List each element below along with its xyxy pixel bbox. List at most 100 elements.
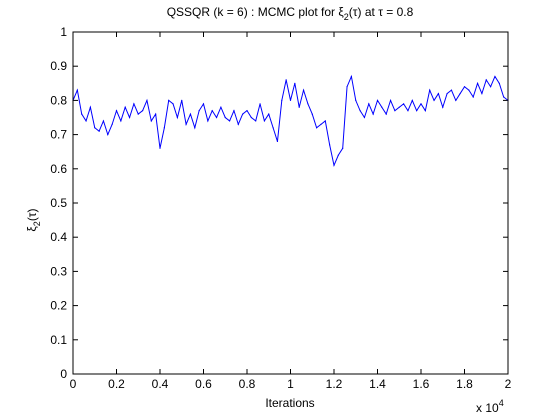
- data-point-90: [463, 86, 466, 88]
- data-point-70: [376, 99, 379, 101]
- data-point-21: [163, 127, 165, 129]
- data-point-28: [194, 127, 196, 129]
- y-tick-label-0: 0: [60, 367, 67, 381]
- x-axis-multiplier-exponent: 4: [499, 398, 504, 408]
- chart-title-xi: ξ: [338, 5, 344, 19]
- data-point-2: [81, 113, 83, 115]
- data-point-26: [185, 123, 187, 125]
- data-point-73: [389, 99, 392, 101]
- data-point-12: [124, 106, 126, 108]
- data-point-53: [302, 89, 305, 91]
- y-tick-label-9: 0.9: [50, 59, 67, 73]
- chart-title-tau-1: τ: [353, 5, 358, 19]
- data-point-65: [355, 99, 357, 101]
- data-point-68: [368, 103, 370, 105]
- data-point-13: [128, 116, 131, 119]
- data-point-74: [394, 110, 396, 112]
- data-point-5: [94, 127, 96, 129]
- axis-tick-labels: 0 0.2 0.4 0.6 0.8 1 1.2 1.4 1.6 1.8 2 0 0.1 0.2 0.3 0.4…: [50, 25, 511, 391]
- data-point-29: [198, 110, 200, 112]
- data-point-49: [285, 79, 287, 81]
- data-point-1: [76, 89, 78, 91]
- chart-title-subscript: 2: [344, 12, 349, 22]
- y-axis-label-close: ): [25, 208, 39, 212]
- data-point-55: [311, 113, 313, 115]
- x-tick-label-0: 0: [70, 377, 77, 391]
- data-point-60: [333, 164, 335, 166]
- data-point-99: [503, 96, 505, 98]
- data-point-88: [455, 99, 457, 101]
- data-point-36: [229, 120, 231, 122]
- y-axis-label-open: (: [25, 217, 39, 221]
- x-tick-label-3: 0.6: [195, 377, 212, 391]
- data-point-51: [294, 82, 296, 84]
- y-tick-label-4: 0.4: [50, 230, 67, 244]
- data-point-82: [429, 89, 431, 91]
- data-point-48: [281, 99, 283, 101]
- data-point-56: [316, 127, 318, 129]
- data-point-87: [450, 89, 453, 91]
- data-point-66: [359, 110, 361, 112]
- data-point-72: [385, 113, 387, 115]
- data-point-44: [263, 120, 265, 122]
- x-axis-multiplier: x 104: [476, 398, 504, 415]
- data-point-85: [442, 106, 444, 108]
- data-point-37: [233, 110, 235, 112]
- data-point-10: [115, 110, 118, 112]
- data-point-93: [476, 82, 479, 84]
- data-point-92: [472, 96, 474, 98]
- data-point-58: [324, 120, 326, 122]
- x-tick-label-6: 1.2: [326, 377, 343, 391]
- data-point-40: [246, 110, 248, 112]
- data-point-7: [102, 120, 105, 122]
- data-point-69: [372, 113, 374, 115]
- x-tick-label-8: 1.6: [413, 377, 430, 391]
- x-tick-label-1: 0.2: [108, 377, 125, 391]
- data-point-59: [329, 144, 331, 146]
- y-axis-label-subscript: 2: [32, 221, 42, 226]
- data-point-50: [289, 99, 292, 101]
- data-point-24: [176, 116, 178, 119]
- data-point-86: [446, 92, 448, 95]
- data-point-54: [307, 103, 309, 105]
- chart-title-prefix: QSSQR (k = 6) : MCMC plot for: [167, 5, 339, 19]
- y-axis-label-xi: ξ: [25, 226, 39, 232]
- data-point-83: [433, 99, 435, 101]
- data-point-62: [342, 147, 344, 149]
- data-point-96: [490, 86, 492, 88]
- data-point-15: [137, 113, 139, 115]
- y-tick-label-3: 0.3: [50, 264, 67, 278]
- data-point-46: [272, 127, 274, 129]
- data-point-35: [224, 116, 226, 119]
- data-point-34: [220, 106, 222, 108]
- data-point-61: [337, 154, 339, 156]
- x-tick-label-4: 0.8: [239, 377, 256, 391]
- data-point-32: [211, 110, 213, 112]
- y-tick-label-1: 0.1: [50, 333, 67, 347]
- data-point-6: [98, 130, 100, 132]
- data-point-4: [89, 106, 91, 108]
- data-point-11: [120, 120, 122, 122]
- data-point-43: [259, 103, 261, 105]
- data-point-47: [276, 140, 279, 143]
- chart-title: QSSQR (k = 6) : MCMC plot for ξ2(τ) at τ…: [167, 5, 414, 22]
- data-point-17: [146, 99, 148, 101]
- y-tick-label-5: 0.5: [50, 196, 67, 210]
- data-point-23: [172, 103, 174, 105]
- data-point-57: [320, 123, 322, 125]
- x-axis-label: Iterations: [265, 396, 314, 410]
- y-axis-label: ξ2(τ): [25, 208, 42, 231]
- data-point-19: [155, 113, 157, 115]
- data-point-39: [242, 113, 244, 115]
- data-point-95: [485, 79, 487, 81]
- data-point-38: [237, 123, 239, 125]
- data-point-97: [494, 75, 496, 78]
- x-tick-label-9: 1.8: [456, 377, 473, 391]
- chart-title-open: (: [349, 5, 353, 19]
- data-point-98: [498, 82, 500, 84]
- x-tick-label-7: 1.4: [369, 377, 386, 391]
- data-point-22: [168, 99, 170, 101]
- data-point-77: [407, 110, 409, 112]
